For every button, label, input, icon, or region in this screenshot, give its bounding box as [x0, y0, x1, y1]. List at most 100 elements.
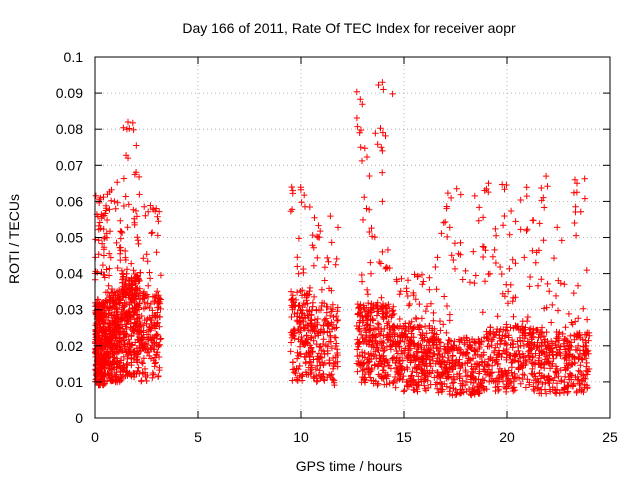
- y-tick-label: 0.09: [56, 85, 83, 101]
- data-point: [334, 349, 341, 357]
- data-point: [379, 300, 387, 308]
- data-point: [328, 239, 335, 246]
- data-point: [357, 362, 364, 369]
- data-point: [123, 266, 131, 273]
- data-point: [327, 312, 334, 319]
- data-point: [522, 357, 529, 364]
- data-point: [94, 296, 101, 303]
- data-point: [358, 278, 366, 285]
- data-point: [558, 237, 565, 244]
- data-point: [116, 250, 124, 257]
- data-point: [135, 364, 142, 371]
- data-point: [490, 349, 498, 356]
- y-tick-label: 0.08: [56, 121, 83, 137]
- data-point: [313, 307, 320, 314]
- data-point: [367, 374, 374, 381]
- data-point: [308, 368, 315, 376]
- data-point: [404, 365, 411, 373]
- data-point: [517, 196, 524, 204]
- data-point: [327, 305, 335, 313]
- data-point: [441, 369, 449, 376]
- data-point: [112, 205, 119, 212]
- data-point: [574, 282, 582, 289]
- data-point: [140, 305, 148, 312]
- data-point: [306, 352, 313, 360]
- x-tick-label: 20: [499, 429, 515, 445]
- data-point: [526, 347, 533, 354]
- data-point: [105, 323, 112, 330]
- data-point: [315, 350, 323, 357]
- data-point: [471, 279, 478, 287]
- data-point: [540, 194, 547, 201]
- data-point: [411, 379, 419, 386]
- data-point: [534, 385, 541, 392]
- data-point: [386, 329, 393, 337]
- data-point: [320, 370, 327, 378]
- data-point: [446, 364, 453, 371]
- data-point: [396, 354, 404, 361]
- data-point: [366, 172, 373, 180]
- data-point: [128, 371, 135, 378]
- data-point: [113, 308, 120, 315]
- data-point: [530, 217, 537, 224]
- data-point: [331, 334, 338, 341]
- data-point: [404, 379, 411, 386]
- data-point: [399, 376, 406, 383]
- data-point: [288, 183, 295, 191]
- data-point: [371, 233, 378, 241]
- data-point: [105, 282, 112, 289]
- data-point: [485, 188, 492, 196]
- data-point: [157, 336, 164, 343]
- data-point: [358, 271, 365, 279]
- data-point: [479, 243, 487, 250]
- data-point: [363, 313, 370, 320]
- data-point: [124, 118, 132, 126]
- data-point: [536, 220, 543, 227]
- data-point: [400, 322, 407, 330]
- data-point: [414, 381, 422, 389]
- data-point: [126, 348, 133, 356]
- data-point: [507, 324, 514, 331]
- data-point: [154, 213, 161, 220]
- data-point: [329, 321, 337, 328]
- data-point: [149, 229, 156, 236]
- data-point: [143, 320, 150, 327]
- data-point: [150, 334, 158, 342]
- data-point: [384, 332, 392, 340]
- data-point: [437, 385, 444, 392]
- data-point: [581, 175, 588, 182]
- data-point: [509, 356, 517, 363]
- data-point: [462, 368, 469, 376]
- data-point: [119, 274, 127, 282]
- data-point: [479, 214, 487, 221]
- data-point: [410, 289, 417, 297]
- data-point: [469, 389, 476, 396]
- data-point: [570, 289, 577, 297]
- data-point: [142, 292, 149, 299]
- data-point: [368, 224, 375, 232]
- data-point: [470, 379, 477, 387]
- data-point: [386, 362, 393, 369]
- data-point: [363, 153, 371, 161]
- data-point: [443, 329, 450, 337]
- data-point: [415, 343, 422, 351]
- data-point: [287, 339, 295, 346]
- data-point: [495, 347, 503, 354]
- data-point: [131, 290, 138, 298]
- data-point: [333, 340, 340, 347]
- data-point: [149, 312, 156, 319]
- data-point: [129, 291, 136, 299]
- data-point: [119, 315, 126, 322]
- data-point: [101, 303, 108, 310]
- data-point: [498, 368, 505, 375]
- data-point: [324, 254, 331, 262]
- data-point: [492, 225, 499, 233]
- data-point: [553, 380, 561, 387]
- data-point: [366, 358, 373, 365]
- data-point: [370, 331, 378, 338]
- data-point: [375, 308, 382, 315]
- data-point: [292, 370, 299, 377]
- data-point: [309, 348, 316, 356]
- data-point: [122, 256, 129, 264]
- data-point: [97, 309, 104, 316]
